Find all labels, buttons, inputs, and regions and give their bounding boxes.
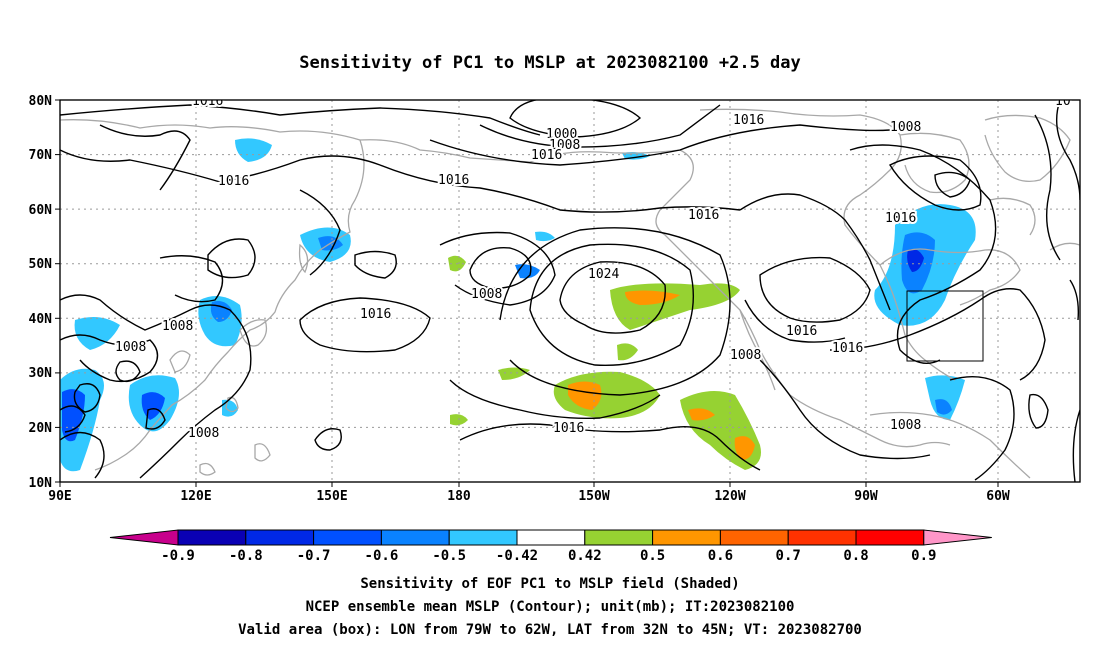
colorbar-label: -0.8 (229, 548, 263, 564)
lat-label: 10N (29, 476, 53, 491)
colorbar-over-arrow (923, 529, 992, 546)
lon-label: 120E (180, 489, 211, 504)
colorbar-under-arrow (109, 529, 179, 546)
map-border (59, 99, 1081, 483)
shade-negative-atlantic-2 (925, 375, 965, 420)
gridlines (60, 100, 1080, 482)
shade-negative-atlantic-1-deep (907, 249, 924, 272)
contour-label: 1000 (546, 127, 577, 142)
colorbar-label: -0.5 (432, 548, 466, 564)
colorbar-cell (787, 529, 857, 546)
figure-title: Sensitivity of PC1 to MSLP at 2023082100… (299, 53, 801, 73)
colorbar-cell (652, 529, 721, 546)
colorbar-label: 0.8 (843, 548, 868, 564)
mslp-contours (60, 100, 1080, 482)
contour-label: 1008 (890, 418, 921, 433)
colorbar-cell (855, 529, 925, 546)
colorbar-cell (245, 529, 315, 546)
contour-label: 1008 (115, 340, 146, 355)
colorbar-label: 0.7 (776, 548, 801, 564)
lon-label: 150W (578, 489, 609, 504)
contour-label: 1016 (192, 94, 223, 109)
contour-label: 1008 (471, 287, 502, 302)
lat-label: 70N (29, 148, 53, 163)
shade-negative-pacific-small-2 (535, 231, 555, 242)
lon-label: 150E (316, 489, 347, 504)
contour-label: 1016 (438, 173, 469, 188)
colorbar-cell (719, 529, 789, 546)
colorbar-cell (380, 529, 450, 546)
colorbar-label: -0.9 (161, 548, 195, 564)
contour-label: 1008 (730, 348, 761, 363)
lat-label: 60N (29, 203, 53, 218)
contour-label: 1016 (360, 307, 391, 322)
contour-label: 1008 (549, 138, 580, 153)
shade-negative-asia-1-core (62, 389, 85, 442)
colorbar-label: 0.5 (640, 548, 665, 564)
contour-label: 1008 (188, 426, 219, 441)
contour-label: 1016 (218, 174, 249, 189)
shade-positive-subtropics-core-2 (688, 408, 715, 421)
lat-label: 80N (29, 94, 53, 109)
sensitivity-shading (60, 138, 976, 472)
contour-label: 1008 (890, 120, 921, 135)
valid-area-box (906, 290, 984, 362)
contour-label: 1008 (162, 319, 193, 334)
colorbar-cell (516, 529, 586, 546)
contour-label: 10 (1055, 94, 1071, 109)
shade-positive-central-pacific-core (625, 290, 680, 305)
shade-negative-korea-core (210, 301, 232, 322)
contour-label: 1016 (786, 324, 817, 339)
lon-label: 90E (48, 489, 71, 504)
lon-label: 120W (714, 489, 745, 504)
colorbar-cell (177, 529, 247, 546)
lat-label: 40N (29, 312, 53, 327)
shade-positive-subtropics-core (734, 436, 755, 460)
lat-label: 30N (29, 366, 53, 381)
lon-label: 90W (854, 489, 878, 504)
colorbar-cell (584, 529, 654, 546)
footer-line-1: Sensitivity of EOF PC1 to MSLP field (Sh… (360, 576, 739, 592)
contour-label: 1016 (733, 113, 764, 128)
shade-negative-chukotka (235, 138, 272, 162)
contour-label: 1016 (885, 211, 916, 226)
colorbar-cell (448, 529, 518, 546)
lat-label: 50N (29, 257, 53, 272)
colorbar-label: 0.9 (911, 548, 936, 564)
contour-label: 1016 (832, 341, 863, 356)
contour-label: 1016 (553, 421, 584, 436)
contour-label: 1016 (1000, 71, 1031, 86)
contour-label: 1016 (688, 208, 719, 223)
footer-line-2: NCEP ensemble mean MSLP (Contour); unit(… (306, 599, 795, 615)
shade-negative-taiwan (222, 399, 238, 417)
colorbar-label: -0.7 (297, 548, 331, 564)
colorbar: -0.9 -0.8 -0.7 -0.6 -0.5 -0.42 0.42 0.5 0.6 0.7 0.… (109, 529, 992, 564)
colorbar-label: 0.42 (568, 548, 602, 564)
latitude-labels: 80N 70N 60N 50N 40N 30N 20N 10N (29, 94, 53, 491)
axis-ticks (55, 99, 999, 487)
colorbar-label: -0.6 (365, 548, 399, 564)
shade-positive-small-2 (617, 343, 638, 361)
contour-labels: 1016 1016 1000 1008 1016 1016 1008 1016 … (113, 71, 1073, 443)
shade-negative-atlantic-2-core (935, 399, 952, 415)
contour-label: 1024 (588, 267, 619, 282)
colorbar-label: 0.6 (708, 548, 733, 564)
contour-label: 1016 (531, 148, 562, 163)
shade-positive-hawaii-core (568, 381, 602, 410)
longitude-labels: 90E 120E 150E 180 150W 120W 90W 60W (48, 489, 1010, 504)
lon-label: 180 (447, 489, 471, 504)
lat-label: 20N (29, 421, 53, 436)
colorbar-cell (313, 529, 382, 546)
footer-line-3: Valid area (box): LON from 79W to 62W, L… (238, 622, 862, 638)
shade-negative-china (74, 316, 120, 350)
lon-label: 60W (986, 489, 1010, 504)
colorbar-label: -0.42 (496, 548, 538, 564)
